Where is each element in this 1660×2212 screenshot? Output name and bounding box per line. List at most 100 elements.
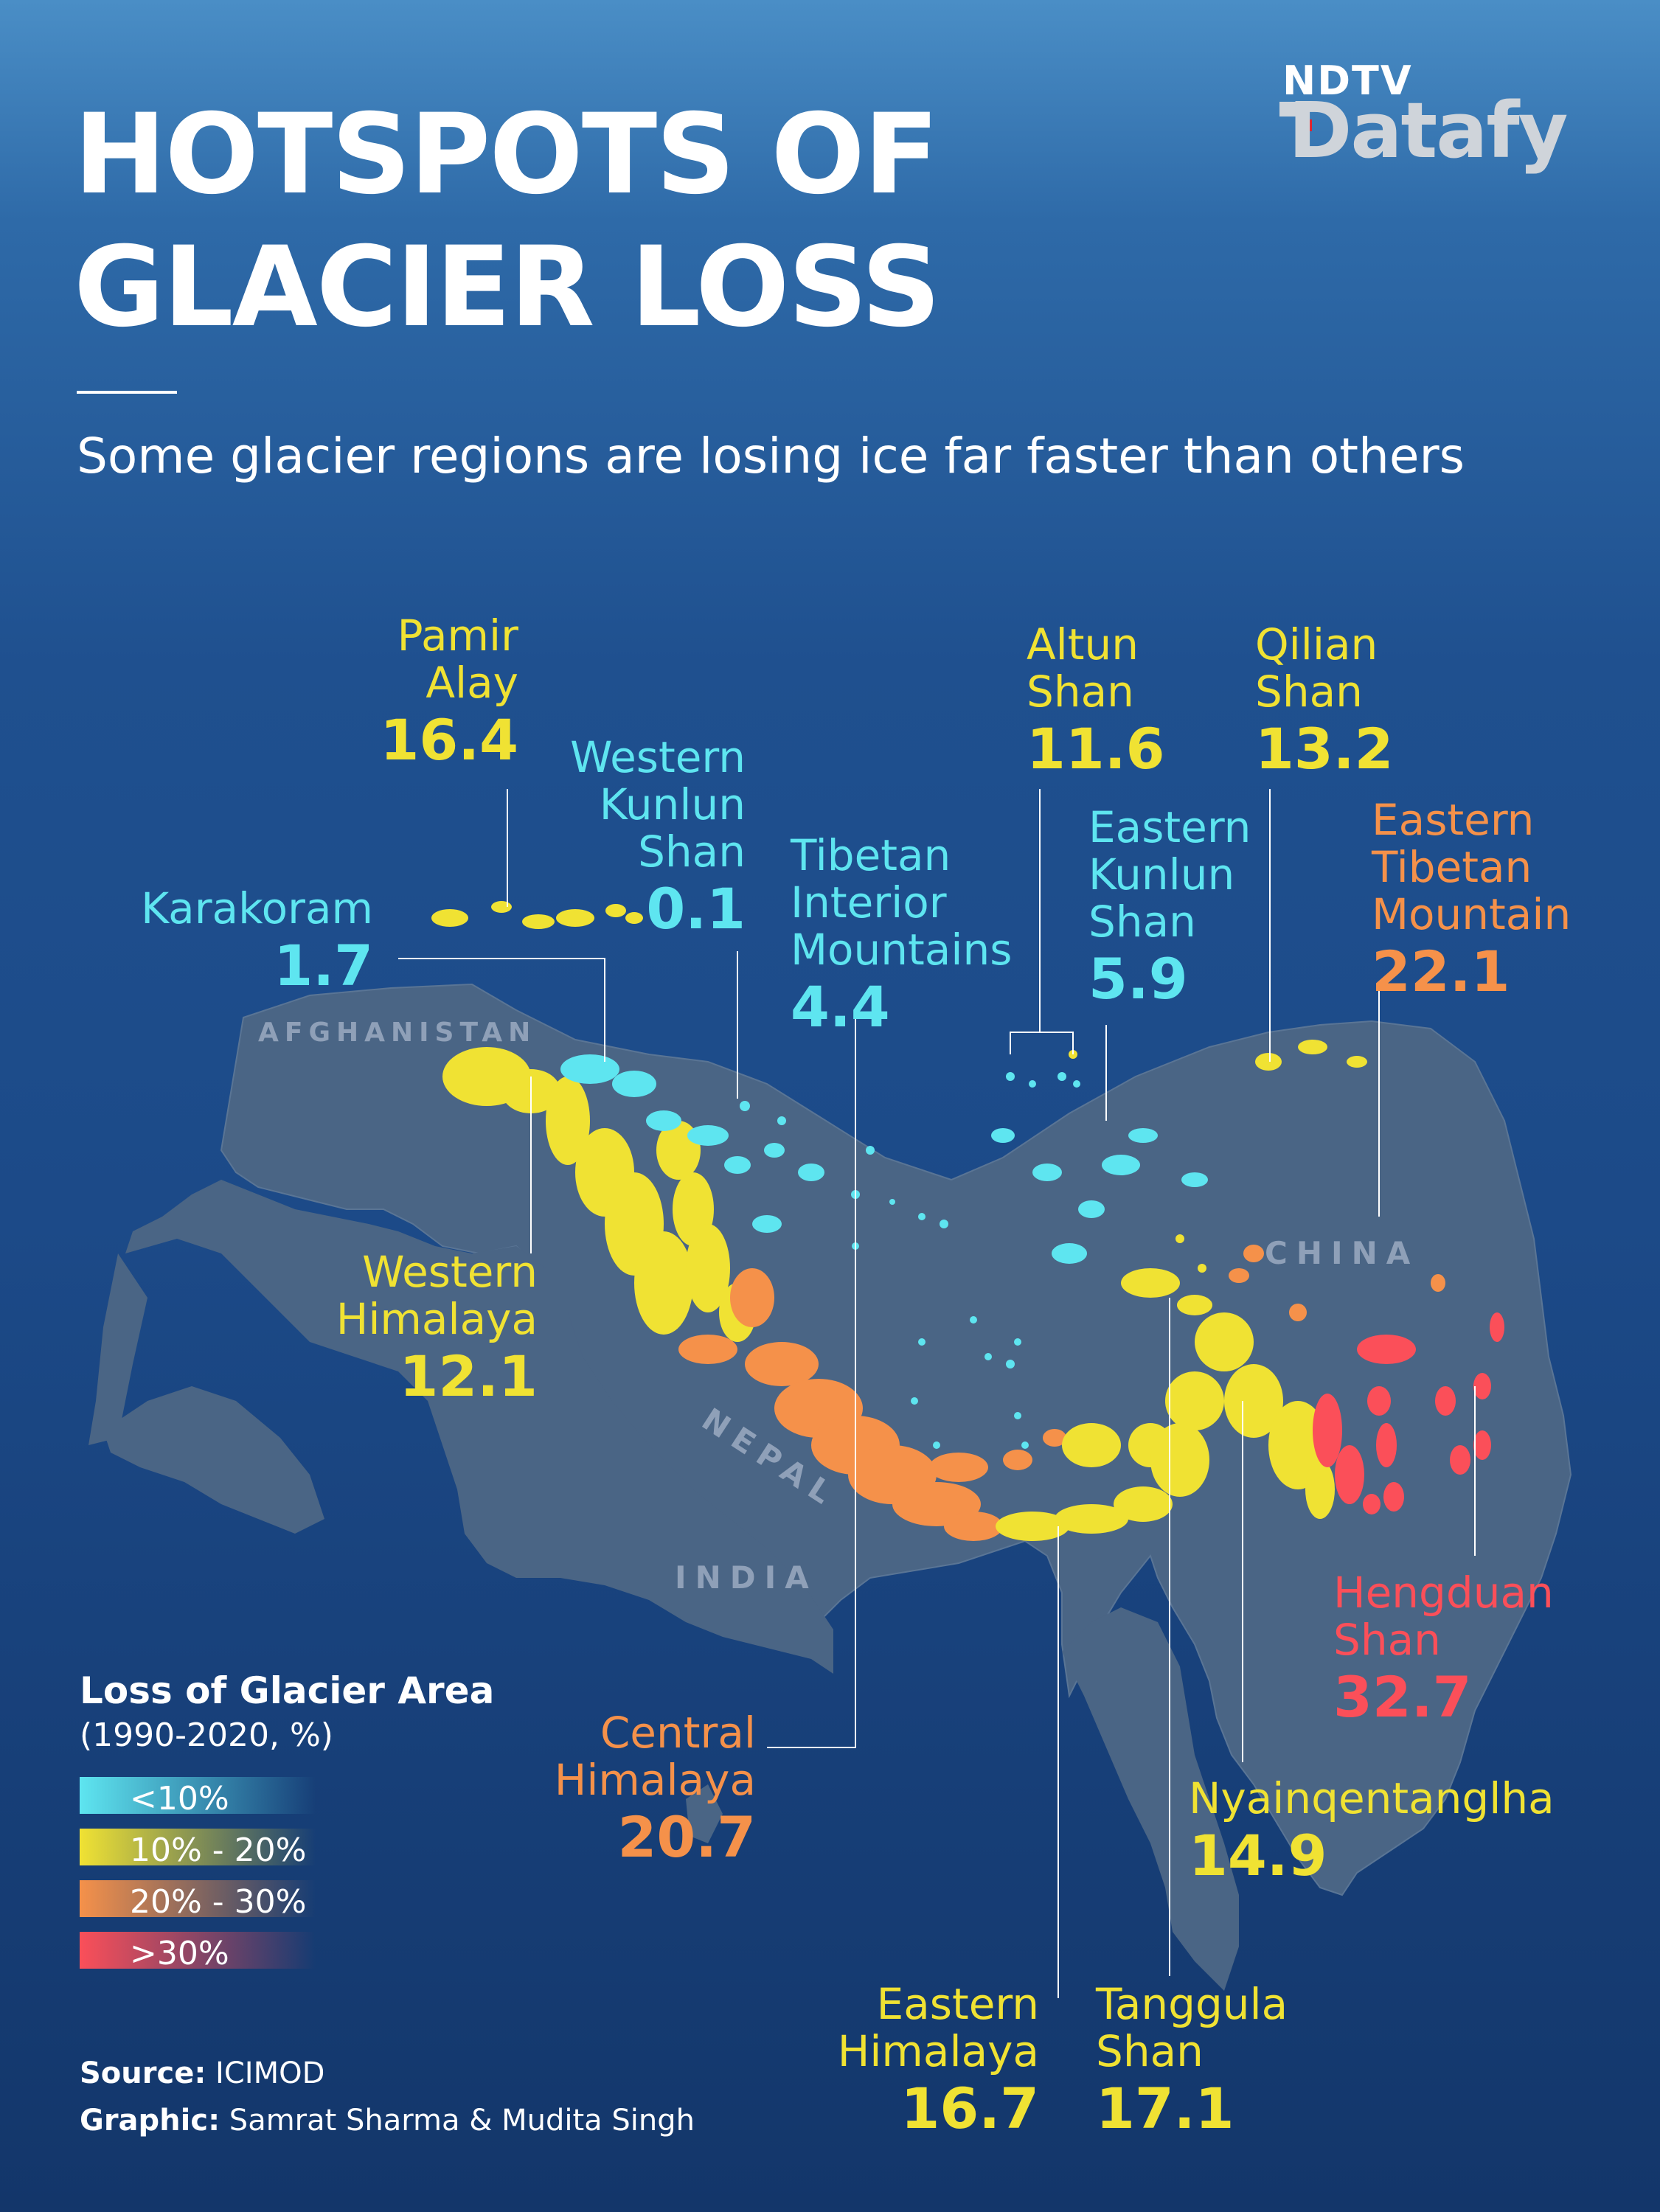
label-tanggula-shan-name2: Shan [1096,2026,1204,2076]
label-qilian-shan-name1: Qilian [1255,619,1378,669]
label-central-himalaya-name1: Central [600,1708,756,1758]
label-hengduan-shan-value: 32.7 [1333,1664,1472,1730]
leader-karakoram [398,958,605,1062]
legend-item-10to20: 10% - 20% [80,1829,316,1869]
label-eastern-kunlun-name2: Kunlun [1088,849,1235,900]
label-western-himalaya-name2: Himalaya [336,1294,538,1344]
label-eastern-tibetan-name1: Eastern [1372,795,1535,845]
brand-mark-icon [1279,102,1299,116]
label-karakoram-name1: Karakoram [141,883,373,933]
legend-item-gt30: >30% [80,1932,316,1972]
land-sri-lanka [686,1784,723,1843]
label-hengduan-shan-name1: Hengduan [1333,1568,1554,1618]
source-line: Source: ICIMOD [80,2050,695,2097]
label-eastern-himalaya-name1: Eastern [876,1979,1039,2029]
label-eastern-kunlun-value: 5.9 [1088,946,1188,1012]
brand-datafy: Datafy [1288,86,1568,175]
label-tibetan-interior: Tibetan Interior Mountains 4.4 [791,832,1012,1040]
label-eastern-himalaya-name2: Himalaya [837,2026,1039,2076]
leader-lines [398,789,1476,1998]
label-tibetan-interior-name1: Tibetan [791,830,951,880]
label-qilian-shan-name2: Shan [1255,667,1363,717]
label-hengduan-shan: Hengduan Shan 32.7 [1333,1569,1554,1730]
country-china: CHINA [1265,1235,1420,1271]
label-western-himalaya-name1: Western [362,1247,538,1297]
legend-swatch-10to20 [80,1829,316,1865]
label-nyainqentanglha-value: 14.9 [1189,1823,1327,1888]
label-pamir-alay: Pamir Alay 16.4 [380,612,518,773]
label-hengduan-shan-name2: Shan [1333,1615,1441,1665]
label-pamir-alay-name1: Pamir [397,611,518,661]
page-title: HOTSPOTS OF GLACIER LOSS [74,88,941,354]
label-eastern-tibetan-name2: Tibetan [1372,842,1532,892]
label-nyainqentanglha: Nyainqentanglha 14.9 [1189,1775,1555,1888]
label-pamir-alay-value: 16.4 [380,707,518,773]
label-tibetan-interior-name2: Interior [791,877,947,928]
legend-item-lt10-label: <10% [130,1780,229,1818]
label-western-kunlun: Western Kunlun Shan 0.1 [570,734,746,942]
graphic-value: Samrat Sharma & Mudita Singh [229,2104,695,2138]
brand-dot-icon [1300,119,1312,131]
label-eastern-tibetan-value: 22.1 [1372,939,1510,1004]
legend-item-lt10: <10% [80,1777,316,1818]
graphic-line: Graphic: Samrat Sharma & Mudita Singh [80,2097,695,2144]
label-tanggula-shan: Tanggula Shan 17.1 [1096,1980,1288,2141]
brand-ndtv: NDTV [1282,58,1413,104]
legend-item-20to30: 20% - 30% [80,1880,316,1921]
ndtv-datafy-logo: NDTV Datafy [1279,58,1589,183]
label-western-himalaya: Western Himalaya 12.1 [336,1248,538,1409]
label-altun-shan-name2: Shan [1027,667,1134,717]
leader-altun-shan [1010,789,1041,1054]
land-south-asia [125,1180,833,1674]
label-eastern-kunlun-name1: Eastern [1088,802,1251,852]
label-central-himalaya-value: 20.7 [617,1804,756,1870]
land-west [103,1386,324,1534]
leader-tibetan-interior [767,1018,856,1748]
legend-swatch-gt30 [80,1932,316,1969]
label-western-kunlun-name1: Western [570,732,746,782]
legend-swatch-20to30 [80,1880,316,1917]
label-tibetan-interior-value: 4.4 [791,974,890,1040]
label-altun-shan: Altun Shan 11.6 [1027,621,1165,782]
label-central-himalaya: Central Himalaya 20.7 [555,1709,756,1870]
country-india: INDIA [675,1559,818,1596]
label-qilian-shan: Qilian Shan 13.2 [1255,621,1394,782]
label-eastern-himalaya-value: 16.7 [900,2076,1039,2141]
graphic-label: Graphic: [80,2104,220,2138]
leader-altun-shan-b [1040,1032,1074,1054]
legend-item-10to20-label: 10% - 20% [130,1832,307,1869]
label-karakoram: Karakoram 1.7 [141,885,373,998]
label-eastern-tibetan-name3: Mountain [1372,889,1572,939]
label-tanggula-shan-value: 17.1 [1096,2076,1234,2141]
label-eastern-himalaya: Eastern Himalaya 16.7 [838,1980,1039,2141]
label-pamir-alay-name2: Alay [426,658,518,708]
subtitle: Some glacier regions are losing ice far … [77,428,1465,484]
legend-item-20to30-label: 20% - 30% [130,1883,307,1921]
label-western-himalaya-value: 12.1 [399,1343,538,1409]
title-line-1: HOTSPOTS OF [74,91,939,219]
label-altun-shan-name1: Altun [1027,619,1139,669]
credits: Source: ICIMOD Graphic: Samrat Sharma & … [80,2050,695,2144]
label-tibetan-interior-name3: Mountains [791,925,1013,975]
label-western-kunlun-name3: Shan [638,827,746,877]
title-divider [77,391,177,394]
label-eastern-kunlun: Eastern Kunlun Shan 5.9 [1088,804,1251,1012]
legend-title: Loss of Glacier Area [80,1669,495,1712]
label-eastern-tibetan: Eastern Tibetan Mountain 22.1 [1372,796,1571,1004]
label-central-himalaya-name2: Himalaya [554,1755,756,1805]
country-afghanistan: AFGHANISTAN [258,1018,537,1048]
legend-swatches [80,1777,316,1969]
source-label: Source: [80,2056,206,2090]
label-tanggula-shan-name1: Tanggula [1096,1979,1288,2029]
label-nyainqentanglha-name1: Nyainqentanglha [1189,1773,1555,1823]
label-qilian-shan-value: 13.2 [1255,716,1394,782]
label-karakoram-value: 1.7 [274,933,373,998]
land-se-peninsula [1062,1607,1239,1991]
title-line-2: GLACIER LOSS [74,223,941,352]
land-arabia [88,1253,147,1445]
label-western-kunlun-name2: Kunlun [599,779,746,830]
source-value: ICIMOD [215,2056,325,2090]
legend-item-gt30-label: >30% [130,1935,229,1972]
